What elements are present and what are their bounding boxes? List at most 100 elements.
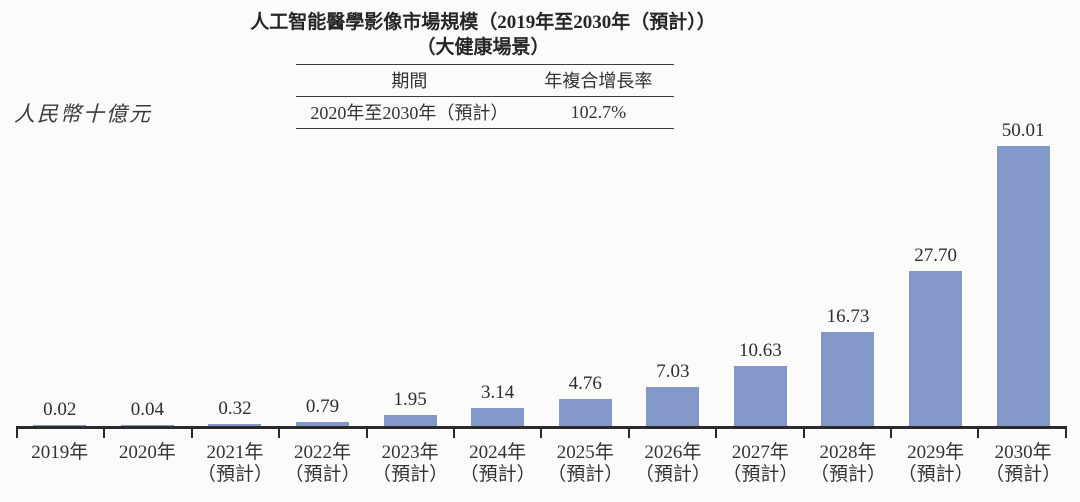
bar xyxy=(996,146,1050,426)
bar-value-label: 0.32 xyxy=(218,398,252,419)
x-axis-category-label: 2021年 （預計） xyxy=(191,442,279,486)
cagr-rate-value: 102.7% xyxy=(570,101,627,122)
bar-slot: 4.76 xyxy=(541,373,629,426)
x-axis-category-label-line: （預計） xyxy=(459,464,536,485)
x-axis-tick xyxy=(1064,429,1067,438)
bar-value-label: 1.95 xyxy=(393,389,427,410)
x-axis-category-label-line: 2029年 xyxy=(907,442,965,463)
cagr-table-header-row: 期間 年複合增長率 xyxy=(296,64,674,97)
bar-slot: 0.79 xyxy=(279,396,367,426)
bar-slot: 16.73 xyxy=(804,306,892,426)
x-axis-tick xyxy=(365,429,368,438)
x-axis-category-label-line: 2026年 xyxy=(644,442,702,463)
x-axis-category-label: 2028年 （預計） xyxy=(804,442,892,486)
chart-title: 人工智能醫學影像市場規模（2019年至2030年（預計）） （大健康場景） xyxy=(0,10,966,60)
x-axis-category-label: 2026年 （預計） xyxy=(629,442,717,486)
y-axis-unit-label: 人民幣十億元 xyxy=(14,102,152,126)
x-axis-category-label: 2030年 （預計） xyxy=(979,442,1067,486)
x-axis-tick xyxy=(190,429,193,438)
x-axis-category-label-line: （預計） xyxy=(547,464,624,485)
bar-slot: 10.63 xyxy=(717,340,805,426)
bars-row: 0.02 0.04 0.32 0.79 1.95 3.14 4.76 7.03 10.63 16.… xyxy=(16,110,1067,426)
bar-value-label: 0.02 xyxy=(43,399,77,420)
bar xyxy=(909,271,963,426)
cagr-table: 期間 年複合增長率 2020年至2030年（預計） 102.7% xyxy=(296,64,674,129)
x-axis-category-label: 2023年 （預計） xyxy=(366,442,454,486)
x-axis-category-label-line: （預計） xyxy=(284,464,361,485)
x-axis-tick xyxy=(453,429,456,438)
x-axis-category-label: 2020年 xyxy=(104,442,192,486)
bar-value-label: 50.01 xyxy=(1001,120,1045,141)
x-axis-category-label-line: 2024年 xyxy=(469,442,527,463)
bar xyxy=(471,408,525,426)
bar xyxy=(33,425,87,426)
bar-slot: 0.04 xyxy=(104,399,192,426)
bar-value-label: 0.79 xyxy=(305,396,340,417)
cagr-header-period: 期間 xyxy=(391,71,428,91)
bar xyxy=(558,399,612,426)
x-axis-category-label-line: 2027年 xyxy=(731,442,789,463)
bar-value-label: 27.70 xyxy=(914,245,957,266)
x-axis-labels: 2019年 2020年 2021年 （預計） 2022年 （預計） 2023年 （預計） 202… xyxy=(16,438,1067,486)
bar-slot: 7.03 xyxy=(629,361,717,426)
x-axis-category-label-line: 2028年 xyxy=(819,442,877,463)
x-axis-category-label-line: （預計） xyxy=(897,464,974,485)
x-axis-category-label-line: （預計） xyxy=(634,464,711,485)
bar-slot: 3.14 xyxy=(454,382,542,426)
bar-value-label: 16.73 xyxy=(826,306,870,327)
x-axis-category-label-line: 2022年 xyxy=(294,442,352,463)
x-axis-category-label-line: （預計） xyxy=(722,464,799,485)
x-axis-category-label-line: （預計） xyxy=(985,464,1062,485)
x-axis-category-label-line: 2020年 xyxy=(118,442,176,463)
bar xyxy=(120,425,174,426)
bar-slot: 1.95 xyxy=(366,389,454,426)
x-axis-category-label-line: 2030年 xyxy=(994,442,1052,463)
bar-slot: 0.32 xyxy=(191,398,279,426)
x-axis-category-label-line: 2019年 xyxy=(31,442,89,463)
x-axis-ticks xyxy=(16,429,1067,438)
x-axis-category-label: 2027年 （預計） xyxy=(717,442,805,486)
chart-title-line2: （大健康場景） xyxy=(416,37,550,58)
cagr-header-rate: 年複合增長率 xyxy=(544,71,653,91)
x-axis-tick xyxy=(278,429,281,438)
bar xyxy=(383,415,437,426)
x-axis-category-label-line: 2023年 xyxy=(381,442,439,463)
bar-value-label: 0.04 xyxy=(130,399,164,420)
x-axis-category-label: 2024年 （預計） xyxy=(454,442,542,486)
bar-slot: 27.70 xyxy=(892,245,980,426)
x-axis-category-label-line: （預計） xyxy=(372,464,449,485)
x-axis-category-label: 2022年 （預計） xyxy=(279,442,367,486)
x-axis-category-label-line: 2021年 xyxy=(206,442,264,463)
bar xyxy=(296,422,350,426)
x-axis-category-label-line: （預計） xyxy=(196,464,273,485)
x-axis-tick xyxy=(540,429,543,438)
x-axis-category-label-line: 2025年 xyxy=(556,442,614,463)
bar-value-label: 3.14 xyxy=(481,382,515,403)
x-axis-tick xyxy=(890,429,893,438)
bar-slot: 50.01 xyxy=(979,120,1067,426)
bar xyxy=(821,332,875,426)
x-axis-line xyxy=(16,426,1067,429)
cagr-table-data-row: 2020年至2030年（預計） 102.7% xyxy=(296,97,674,129)
chart-title-line1: 人工智能醫學影像市場規模（2019年至2030年（預計）） xyxy=(250,12,716,33)
x-axis-category-label: 2019年 xyxy=(16,442,104,486)
bar-value-label: 7.03 xyxy=(656,361,690,382)
x-axis-category-label-line: （預計） xyxy=(809,464,886,485)
x-axis-tick xyxy=(802,429,805,438)
bar xyxy=(208,424,262,426)
x-axis-tick xyxy=(715,429,718,438)
cagr-period-value: 2020年至2030年（預計） xyxy=(310,103,509,123)
x-axis-tick xyxy=(103,429,106,438)
bar-value-label: 10.63 xyxy=(739,340,782,361)
x-axis-tick xyxy=(16,429,18,438)
x-axis-category-label: 2025年 （預計） xyxy=(541,442,629,486)
bar xyxy=(646,387,700,426)
bar-value-label: 4.76 xyxy=(568,373,602,394)
x-axis-tick xyxy=(977,429,980,438)
bar xyxy=(733,366,787,426)
x-axis-category-label: 2029年 （預計） xyxy=(892,442,980,486)
bar-chart: 0.02 0.04 0.32 0.79 1.95 3.14 4.76 7.03 10.63 16.… xyxy=(16,110,1067,486)
bar-slot: 0.02 xyxy=(16,399,104,426)
x-axis-tick xyxy=(627,429,630,438)
